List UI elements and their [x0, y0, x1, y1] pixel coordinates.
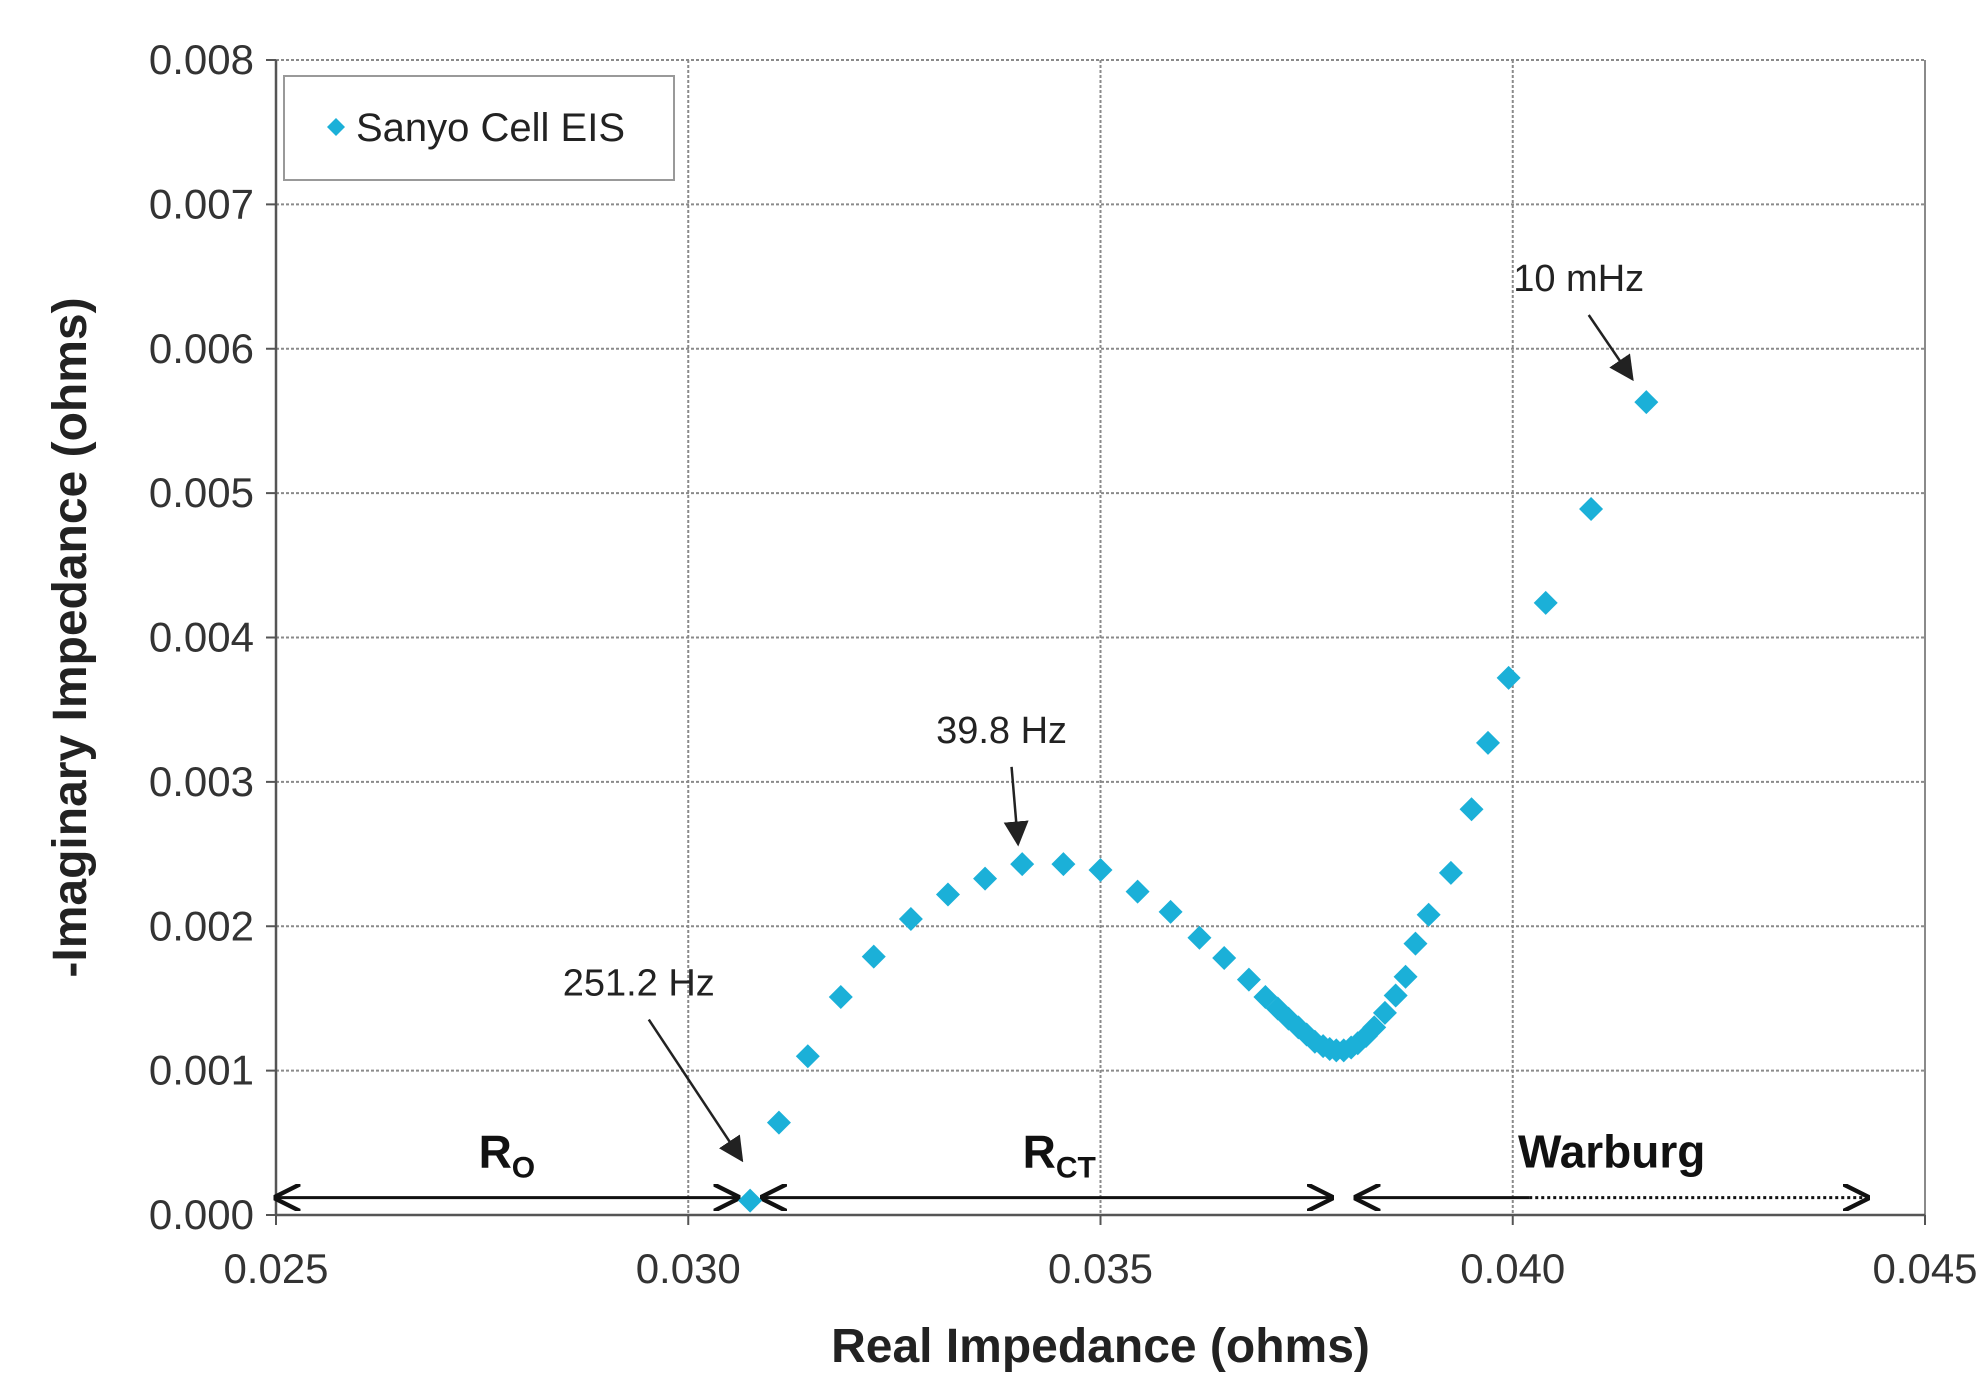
y-tick-label: 0.007 — [149, 180, 254, 227]
annotation-arrow — [1003, 766, 1029, 847]
y-tick-label: 0.002 — [149, 902, 254, 949]
data-point — [1125, 879, 1150, 904]
x-tick-label: 0.045 — [1872, 1245, 1977, 1292]
region-label-main: Warburg — [1518, 1126, 1705, 1178]
frequency-annotations: 251.2 Hz 39.8 Hz 10 mHz — [563, 258, 1644, 1163]
data-point — [1372, 1000, 1397, 1025]
data-point — [828, 984, 853, 1009]
data-point — [1403, 931, 1428, 956]
data-point — [1438, 860, 1463, 885]
data-point — [1383, 983, 1408, 1008]
axes — [266, 59, 1926, 1225]
legend-label: Sanyo Cell EIS — [356, 106, 625, 150]
annotation-arrow — [647, 1018, 744, 1163]
data-point — [898, 907, 923, 932]
region-label-subscript: CT — [1056, 1152, 1096, 1185]
region-label: RCT — [1023, 1126, 1096, 1185]
data-point — [1533, 590, 1558, 615]
data-point — [1187, 925, 1212, 950]
y-tick-label: 0.006 — [149, 325, 254, 372]
data-point — [1459, 797, 1484, 822]
data-points — [738, 390, 1659, 1213]
data-point — [1393, 964, 1418, 989]
data-point — [1010, 852, 1035, 877]
data-point — [1051, 852, 1076, 877]
data-point — [1236, 967, 1261, 992]
region-label-main: R — [479, 1126, 512, 1178]
y-axis-title: -Imaginary Impedance (ohms) — [44, 297, 97, 977]
annotation-label: 39.8 Hz — [936, 710, 1067, 752]
annotation-label: 10 mHz — [1513, 258, 1644, 300]
data-point — [1496, 665, 1521, 690]
y-tick-labels: 0.000 0.001 0.002 0.003 0.004 0.005 0.006 0.007… — [149, 36, 254, 1238]
data-point — [1634, 390, 1659, 415]
y-tick-label: 0.008 — [149, 36, 254, 83]
x-tick-labels: 0.025 0.030 0.035 0.040 0.045 — [223, 1245, 1977, 1292]
y-tick-label: 0.005 — [149, 469, 254, 516]
data-point — [766, 1110, 791, 1135]
data-point — [1158, 899, 1183, 924]
y-tick-label: 0.004 — [149, 614, 254, 661]
grid-lines — [276, 59, 1926, 1215]
data-point — [1476, 730, 1501, 755]
x-tick-label: 0.025 — [223, 1245, 328, 1292]
region-label: RO — [479, 1126, 536, 1185]
region-label-main: R — [1023, 1126, 1056, 1178]
data-point — [1362, 1015, 1387, 1040]
region-label-subscript: O — [512, 1152, 535, 1185]
region-label: Warburg — [1518, 1126, 1705, 1178]
data-point — [973, 866, 998, 891]
y-tick-label: 0.001 — [149, 1047, 254, 1094]
region-arrows: RO RCT Warburg — [276, 1126, 1867, 1198]
data-point — [1579, 497, 1604, 522]
annotation-label: 251.2 Hz — [563, 963, 715, 1005]
legend-marker — [327, 118, 345, 136]
data-point — [1416, 902, 1441, 927]
data-point — [1088, 857, 1113, 882]
data-point — [1212, 946, 1237, 971]
legend-box — [283, 75, 675, 181]
x-axis-title: Real Impedance (ohms) — [831, 1320, 1370, 1373]
annotation-arrow — [1587, 314, 1634, 382]
y-tick-label: 0.000 — [149, 1191, 254, 1238]
data-point — [738, 1188, 763, 1213]
x-tick-label: 0.035 — [1048, 1245, 1153, 1292]
data-point — [861, 944, 886, 969]
legend: Sanyo Cell EIS — [283, 75, 675, 181]
data-point — [795, 1044, 820, 1069]
x-tick-label: 0.040 — [1460, 1245, 1565, 1292]
data-point — [935, 882, 960, 907]
y-tick-label: 0.003 — [149, 758, 254, 805]
x-tick-label: 0.030 — [636, 1245, 741, 1292]
